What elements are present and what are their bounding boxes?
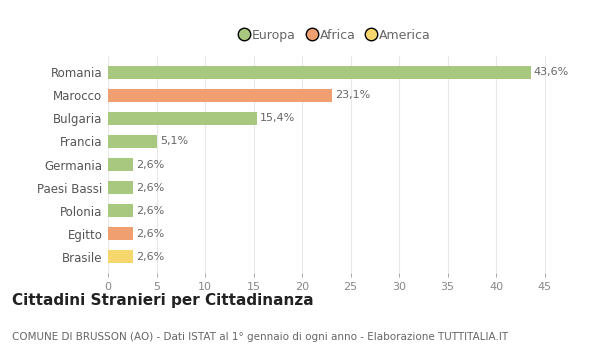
Text: 2,6%: 2,6% bbox=[136, 160, 164, 169]
Bar bbox=[108, 204, 133, 217]
Bar bbox=[108, 89, 332, 102]
Bar bbox=[108, 112, 257, 125]
Text: 5,1%: 5,1% bbox=[160, 136, 188, 146]
Bar bbox=[108, 66, 531, 78]
Text: 43,6%: 43,6% bbox=[534, 67, 569, 77]
Text: 2,6%: 2,6% bbox=[136, 183, 164, 193]
Text: 2,6%: 2,6% bbox=[136, 229, 164, 239]
Bar bbox=[108, 181, 133, 194]
Bar bbox=[108, 228, 133, 240]
Text: COMUNE DI BRUSSON (AO) - Dati ISTAT al 1° gennaio di ogni anno - Elaborazione TU: COMUNE DI BRUSSON (AO) - Dati ISTAT al 1… bbox=[12, 331, 508, 342]
Text: 2,6%: 2,6% bbox=[136, 252, 164, 262]
Text: Cittadini Stranieri per Cittadinanza: Cittadini Stranieri per Cittadinanza bbox=[12, 293, 314, 308]
Bar bbox=[108, 158, 133, 171]
Bar bbox=[108, 135, 157, 148]
Legend: Europa, Africa, America: Europa, Africa, America bbox=[237, 25, 435, 46]
Text: 2,6%: 2,6% bbox=[136, 206, 164, 216]
Text: 15,4%: 15,4% bbox=[260, 113, 296, 123]
Bar bbox=[108, 251, 133, 263]
Text: 23,1%: 23,1% bbox=[335, 90, 370, 100]
